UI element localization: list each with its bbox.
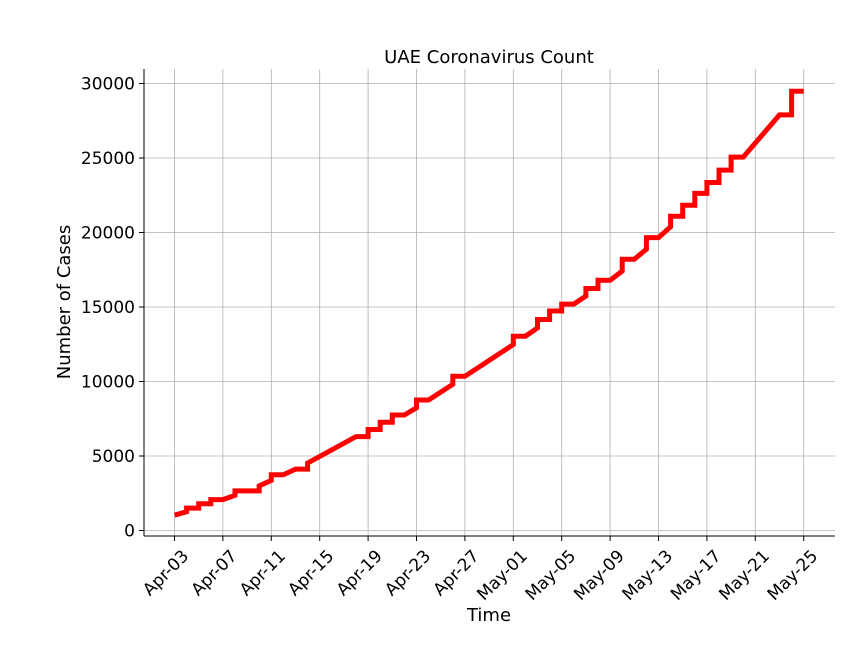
x-tick-label: May-25 [764, 546, 822, 604]
x-tick-label: May-01 [473, 546, 531, 604]
x-tick-label: Apr-19 [333, 546, 387, 600]
axes [143, 69, 835, 537]
series-line-0 [173, 88, 804, 518]
y-tick-label: 15000 [81, 298, 135, 318]
x-tick-label: May-05 [522, 546, 580, 604]
x-tick-label: Apr-23 [381, 546, 435, 600]
x-ticks: Apr-03Apr-07Apr-11Apr-15Apr-19Apr-23Apr-… [139, 536, 822, 605]
x-tick-label: Apr-11 [236, 546, 290, 600]
chart-title: UAE Coronavirus Count [384, 47, 594, 68]
series-layer [173, 88, 804, 518]
y-tick-label: 30000 [81, 75, 135, 95]
y-tick-label: 10000 [81, 373, 135, 393]
y-tick-label: 25000 [81, 149, 135, 169]
x-tick-label: Apr-03 [139, 546, 193, 600]
y-tick-label: 0 [124, 522, 135, 542]
x-tick-label: May-21 [715, 546, 773, 604]
x-tick-label: May-09 [570, 546, 628, 604]
y-tick-label: 5000 [92, 447, 135, 467]
x-axis-label: Time [466, 605, 511, 626]
grid [144, 69, 835, 536]
y-ticks: 0 5000 10000 15000 20000 25000 30000 [81, 75, 144, 542]
x-tick-label: Apr-15 [284, 546, 338, 600]
x-tick-label: May-13 [619, 546, 677, 604]
x-tick-label: Apr-07 [188, 546, 242, 600]
y-tick-label: 20000 [81, 224, 135, 244]
x-tick-label: May-17 [667, 546, 725, 604]
y-axis-label: Number of Cases [54, 225, 75, 380]
